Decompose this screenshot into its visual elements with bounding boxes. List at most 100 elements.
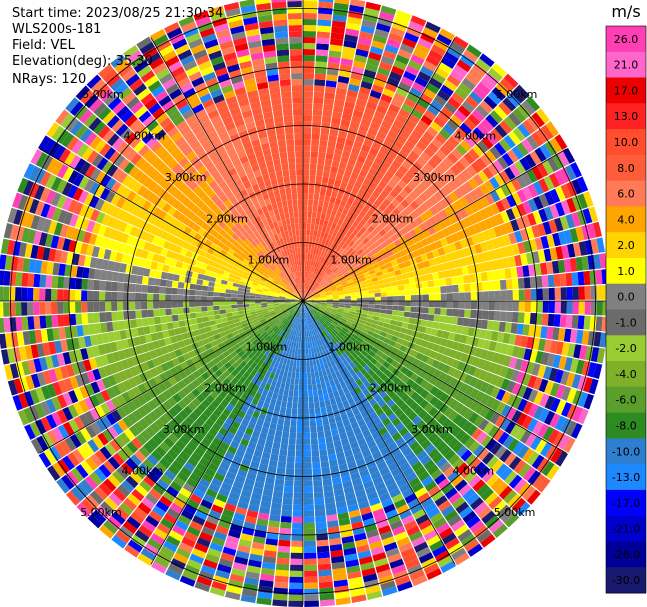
velocity-gate	[109, 363, 119, 375]
velocity-gate	[290, 552, 303, 559]
velocity-gate	[274, 405, 281, 413]
velocity-gate	[560, 183, 572, 199]
velocity-gate	[359, 424, 369, 433]
velocity-gate	[478, 220, 488, 232]
velocity-gate	[363, 454, 374, 464]
velocity-gate	[223, 325, 231, 332]
velocity-gate	[344, 553, 358, 562]
velocity-gate	[555, 384, 566, 399]
velocity-gate	[374, 557, 389, 568]
velocity-gate	[479, 381, 490, 393]
velocity-gate	[303, 97, 313, 104]
velocity-gate	[215, 395, 224, 404]
velocity-gate	[436, 362, 446, 372]
velocity-gate	[423, 147, 435, 158]
velocity-gate	[329, 255, 335, 262]
velocity-gate	[306, 283, 310, 290]
velocity-gate	[304, 289, 307, 296]
velocity-gate	[92, 368, 102, 381]
velocity-gate	[271, 340, 277, 347]
velocity-gate	[291, 298, 298, 301]
velocity-gate	[137, 353, 147, 364]
velocity-gate	[342, 327, 349, 333]
velocity-gate	[434, 256, 442, 265]
velocity-gate	[165, 294, 172, 301]
velocity-gate	[295, 318, 299, 325]
velocity-gate	[314, 282, 319, 288]
velocity-gate	[222, 377, 231, 386]
velocity-gate	[398, 290, 405, 296]
velocity-gate	[115, 506, 130, 521]
velocity-gate	[384, 408, 394, 418]
velocity-gate	[417, 182, 428, 193]
velocity-gate	[271, 332, 277, 339]
velocity-gate	[362, 112, 374, 122]
velocity-gate	[408, 229, 417, 238]
velocity-gate	[494, 481, 509, 496]
velocity-gate	[291, 301, 298, 303]
velocity-gate	[341, 269, 349, 275]
velocity-gate	[303, 354, 307, 361]
velocity-gate	[537, 364, 547, 378]
velocity-gate	[424, 382, 434, 393]
velocity-gate	[42, 218, 52, 233]
velocity-gate	[89, 471, 103, 486]
velocity-gate	[352, 366, 360, 374]
velocity-gate	[22, 258, 31, 273]
velocity-gate	[280, 317, 286, 323]
velocity-gate	[316, 539, 329, 547]
velocity-gate	[320, 213, 326, 220]
velocity-gate	[308, 301, 315, 304]
velocity-gate	[216, 323, 224, 329]
velocity-gate	[371, 84, 384, 94]
velocity-gate	[219, 461, 230, 471]
velocity-gate	[429, 205, 439, 216]
velocity-gate	[240, 438, 250, 447]
velocity-gate	[334, 93, 346, 102]
velocity-gate	[439, 429, 451, 441]
velocity-gate	[286, 401, 293, 409]
velocity-gate	[467, 113, 481, 127]
velocity-gate	[379, 446, 390, 456]
velocity-gate	[380, 241, 389, 249]
velocity-gate	[317, 311, 323, 316]
velocity-gate	[495, 388, 506, 401]
velocity-gate	[391, 493, 404, 504]
velocity-gate	[308, 297, 315, 300]
velocity-gate	[536, 128, 549, 144]
velocity-gate	[177, 514, 192, 526]
velocity-gate	[442, 227, 451, 237]
velocity-gate	[273, 302, 280, 305]
velocity-gate	[388, 352, 397, 360]
velocity-gate	[304, 306, 306, 313]
velocity-gate	[282, 425, 290, 433]
velocity-gate	[325, 80, 337, 88]
velocity-gate	[475, 58, 491, 72]
velocity-gate	[540, 442, 553, 457]
velocity-gate	[549, 204, 560, 219]
velocity-gate	[132, 386, 142, 397]
velocity-gate	[372, 34, 388, 44]
velocity-gate	[289, 359, 294, 367]
velocity-gate	[593, 254, 602, 269]
velocity-gate	[484, 491, 499, 506]
velocity-gate	[303, 37, 316, 44]
velocity-gate	[409, 569, 425, 581]
velocity-gate	[137, 406, 148, 418]
velocity-gate	[335, 270, 342, 277]
velocity-gate	[499, 120, 513, 134]
velocity-gate	[263, 446, 272, 454]
velocity-gate	[255, 301, 262, 304]
velocity-gate	[359, 506, 372, 516]
velocity-gate	[191, 272, 199, 279]
velocity-gate	[344, 305, 351, 309]
velocity-gate	[377, 275, 384, 281]
velocity-gate	[195, 306, 202, 313]
velocity-gate	[63, 211, 73, 225]
velocity-gate	[261, 368, 268, 376]
velocity-gate	[479, 241, 489, 253]
velocity-gate	[312, 121, 322, 128]
velocity-gate	[237, 294, 244, 298]
velocity-gate	[333, 259, 339, 266]
velocity-gate	[159, 286, 166, 294]
